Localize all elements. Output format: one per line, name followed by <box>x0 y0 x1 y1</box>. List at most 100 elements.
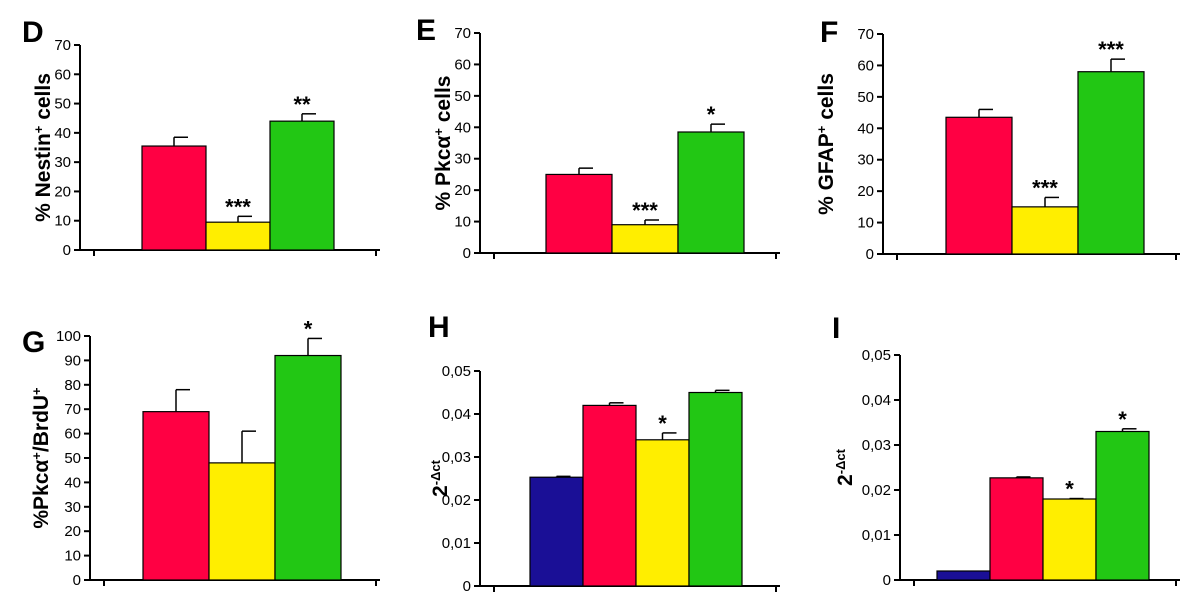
y-tick-label: 0,05 <box>442 363 471 380</box>
y-axis-label-superscript: + <box>29 387 44 395</box>
y-tick-label: 20 <box>454 182 471 199</box>
y-axis-label-part: α <box>432 136 455 149</box>
y-axis-label-part: cells <box>32 73 55 126</box>
y-tick-label: 0 <box>883 572 891 589</box>
bar-yellow <box>208 462 276 581</box>
y-tick-label: 0,05 <box>862 347 891 364</box>
y-axis-label-superscript: + <box>29 452 44 460</box>
y-tick-label: 20 <box>54 183 71 200</box>
y-tick-label: 0 <box>73 572 81 589</box>
y-tick-label: 70 <box>54 37 71 54</box>
significance-label: ** <box>293 92 311 117</box>
y-tick-label: 0,01 <box>862 527 891 544</box>
y-tick-label: 30 <box>454 151 471 168</box>
y-tick-label: 10 <box>64 548 81 565</box>
y-axis-label-part: % GFAP <box>815 133 838 215</box>
bar-blue <box>936 570 991 581</box>
y-tick-label: 30 <box>54 154 71 171</box>
y-tick-label: 50 <box>54 96 71 113</box>
y-tick-label: 30 <box>857 152 874 169</box>
y-tick-label: 0,04 <box>442 406 471 423</box>
y-tick-label: 70 <box>64 401 81 418</box>
significance-label: *** <box>225 194 251 219</box>
y-tick-label: 40 <box>64 474 81 491</box>
y-axis-label-part: % Nestin <box>32 133 55 222</box>
bar-red <box>945 116 1013 255</box>
y-tick-label: 0,04 <box>862 392 891 409</box>
y-axis-label-superscript: -Δct <box>428 459 443 485</box>
y-tick-label: 0,03 <box>442 449 471 466</box>
y-axis-label-part: cells <box>815 73 838 126</box>
y-axis-label: % Pkcα+ cells <box>431 76 456 211</box>
significance-label: *** <box>1098 37 1124 62</box>
significance-label: *** <box>632 198 658 223</box>
panel-letter: H <box>428 311 450 344</box>
y-tick-label: 90 <box>64 352 81 369</box>
y-tick-label: 0,02 <box>442 492 471 509</box>
bar-yellow <box>1042 498 1097 581</box>
y-tick-label: 100 <box>56 328 81 345</box>
bar-yellow <box>205 221 271 251</box>
y-tick-label: 60 <box>64 426 81 443</box>
bar-yellow <box>635 439 690 587</box>
panel-letter: F <box>820 16 838 49</box>
y-tick-label: 0,03 <box>862 437 891 454</box>
bar-green <box>688 391 743 587</box>
y-tick-label: 70 <box>454 25 471 42</box>
chart-panel-f: F 0 10 20 30 40 50 60 70 % GFAP+ cells *** *** <box>814 16 1180 263</box>
y-axis-label-superscript: + <box>814 125 829 133</box>
significance-label: * <box>1065 477 1074 502</box>
y-axis-label-superscript: -Δct <box>833 448 848 474</box>
y-tick-label: 10 <box>454 214 471 231</box>
bar-green <box>677 131 745 254</box>
y-axis-label: % GFAP+ cells <box>814 73 839 215</box>
bar-yellow <box>611 224 679 254</box>
bar-red <box>141 145 207 251</box>
y-tick-label: 30 <box>64 499 81 516</box>
y-axis-label: 2-Δct <box>428 459 453 497</box>
y-tick-label: 50 <box>454 88 471 105</box>
bar-yellow <box>1011 206 1079 255</box>
y-tick-label: 0 <box>463 245 471 262</box>
y-axis-label-superscript: + <box>431 128 446 136</box>
y-tick-label: 0,02 <box>862 482 891 499</box>
y-tick-label: 20 <box>64 523 81 540</box>
y-axis-label-part: α <box>30 460 53 473</box>
y-tick-label: 40 <box>454 119 471 136</box>
y-axis-label-part: %Pkc <box>30 472 53 528</box>
y-axis-label-part: 2 <box>429 485 452 497</box>
panel-letter: I <box>832 312 840 345</box>
bar-red <box>989 477 1044 581</box>
y-tick-label: 50 <box>857 89 874 106</box>
significance-label: * <box>707 102 716 127</box>
y-tick-label: 60 <box>857 57 874 74</box>
y-tick-label: 10 <box>54 213 71 230</box>
panel-letter: G <box>22 326 45 359</box>
y-tick-label: 20 <box>857 183 874 200</box>
y-tick-label: 0 <box>63 242 71 259</box>
y-tick-label: 40 <box>857 120 874 137</box>
bar-green <box>269 120 335 251</box>
y-tick-label: 10 <box>857 215 874 232</box>
y-tick-label: 60 <box>454 56 471 73</box>
y-axis-label: %Pkcα+/BrdU+ <box>29 387 54 529</box>
y-tick-label: 70 <box>857 26 874 43</box>
significance-label: *** <box>1032 175 1058 200</box>
y-axis-label-part: /BrdU <box>30 395 53 452</box>
bar-green <box>1095 430 1150 581</box>
y-axis-label-part: 2 <box>834 474 857 486</box>
chart-panel-h: H 0 0,01 0,02 0,03 0,04 0,05 2-Δct * <box>428 311 780 595</box>
bar-blue <box>529 476 584 587</box>
bar-green <box>274 354 342 581</box>
y-tick-label: 50 <box>64 450 81 467</box>
bar-red <box>582 404 637 587</box>
y-tick-label: 80 <box>64 377 81 394</box>
y-axis-label: 2-Δct <box>833 448 858 486</box>
significance-label: * <box>304 316 313 341</box>
y-tick-label: 40 <box>54 125 71 142</box>
bar-green <box>1077 71 1145 255</box>
